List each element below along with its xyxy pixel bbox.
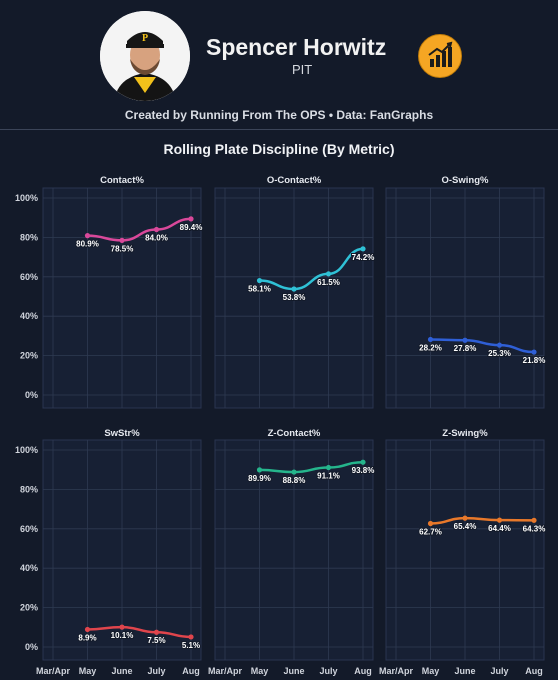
data-point — [427, 336, 434, 343]
series-line — [87, 625, 192, 639]
x-tick-label: June — [111, 666, 132, 676]
data-point — [256, 467, 263, 473]
data-point — [84, 626, 91, 633]
data-label: 89.9% — [248, 474, 271, 483]
data-point — [496, 342, 503, 348]
data-point — [119, 237, 125, 243]
data-label: 84.0% — [145, 234, 168, 243]
trend-chart-logo-icon — [418, 34, 462, 78]
x-tick-label: Aug — [354, 666, 372, 676]
y-tick-label: 100% — [15, 193, 38, 203]
data-point — [325, 464, 332, 471]
panel-title: Contact% — [100, 175, 144, 186]
data-point — [531, 517, 537, 523]
data-point — [188, 634, 194, 640]
header: P Spencer Horwitz PIT Created by Running… — [0, 0, 558, 130]
panel-title: O-Contact% — [267, 175, 322, 186]
series-line — [430, 338, 535, 354]
data-label: 89.4% — [180, 223, 203, 232]
series-line — [87, 217, 192, 242]
header-divider — [0, 129, 558, 130]
data-label: 8.9% — [78, 633, 96, 642]
data-label: 74.2% — [352, 253, 375, 262]
data-point — [84, 233, 91, 239]
data-label: 27.8% — [454, 344, 477, 353]
y-tick-label: 20% — [20, 351, 38, 361]
data-label: 80.9% — [76, 240, 99, 249]
data-label: 88.8% — [283, 476, 306, 485]
data-label: 78.5% — [111, 244, 134, 253]
data-point — [496, 517, 503, 523]
y-tick-label: 80% — [20, 232, 38, 242]
series-line — [259, 247, 364, 291]
y-tick-label: 0% — [25, 390, 38, 400]
player-headshot-icon: P — [100, 11, 190, 101]
data-point — [291, 469, 297, 475]
data-label: 65.4% — [454, 522, 477, 531]
series-line — [259, 460, 364, 474]
data-label: 62.7% — [419, 527, 442, 536]
y-tick-label: 40% — [20, 563, 38, 573]
x-tick-label: Aug — [182, 666, 200, 676]
x-tick-label: Mar/Apr — [379, 666, 414, 676]
panel-title: O-Swing% — [442, 175, 490, 186]
x-tick-label: July — [490, 666, 508, 676]
series-line — [430, 516, 535, 525]
svg-text:P: P — [142, 33, 148, 44]
y-tick-label: 0% — [25, 642, 38, 652]
x-tick-label: Mar/Apr — [208, 666, 243, 676]
data-label: 64.3% — [523, 524, 546, 533]
credit-line: Created by Running From The OPS • Data: … — [124, 108, 434, 122]
data-label: 53.8% — [283, 293, 306, 302]
y-tick-label: 40% — [20, 311, 38, 321]
y-tick-label: 20% — [20, 603, 38, 613]
data-label: 28.2% — [419, 343, 442, 352]
data-point — [291, 286, 297, 292]
team-abbreviation: PIT — [292, 62, 313, 77]
data-point — [153, 226, 160, 233]
data-point — [153, 629, 160, 635]
data-label: 21.8% — [523, 356, 546, 365]
x-tick-label: May — [79, 666, 97, 676]
x-tick-label: Aug — [525, 666, 543, 676]
data-label: 64.4% — [488, 524, 511, 533]
data-label: 25.3% — [488, 349, 511, 358]
x-tick-label: May — [251, 666, 269, 676]
panel-title: Z-Swing% — [442, 428, 488, 439]
y-tick-label: 100% — [15, 445, 38, 455]
data-point — [119, 624, 125, 630]
y-tick-label: 60% — [20, 524, 38, 534]
x-tick-label: June — [454, 666, 475, 676]
chart-title: Rolling Plate Discipline (By Metric) — [163, 141, 395, 157]
data-label: 61.5% — [317, 278, 340, 287]
data-label: 93.8% — [352, 466, 375, 475]
data-point — [188, 216, 194, 222]
data-label: 58.1% — [248, 285, 271, 294]
x-tick-label: May — [422, 666, 440, 676]
y-tick-label: 80% — [20, 484, 38, 494]
data-point — [325, 271, 332, 277]
x-tick-label: July — [147, 666, 165, 676]
data-point — [256, 277, 263, 284]
data-point — [427, 520, 434, 527]
x-tick-label: June — [283, 666, 304, 676]
data-label: 91.1% — [317, 472, 340, 481]
data-point — [462, 515, 468, 521]
x-tick-label: Mar/Apr — [36, 666, 71, 676]
panel-title: SwStr% — [104, 428, 140, 439]
data-point — [462, 337, 468, 343]
x-tick-label: July — [319, 666, 337, 676]
data-point — [531, 349, 537, 355]
player-name: Spencer Horwitz — [206, 34, 387, 60]
data-label: 5.1% — [182, 641, 200, 650]
data-point — [360, 246, 366, 252]
y-tick-label: 60% — [20, 272, 38, 282]
panel-title: Z-Contact% — [268, 428, 321, 439]
data-label: 7.5% — [147, 636, 165, 645]
data-label: 10.1% — [111, 631, 134, 640]
player-avatar: P — [100, 11, 190, 101]
data-point — [360, 459, 366, 465]
